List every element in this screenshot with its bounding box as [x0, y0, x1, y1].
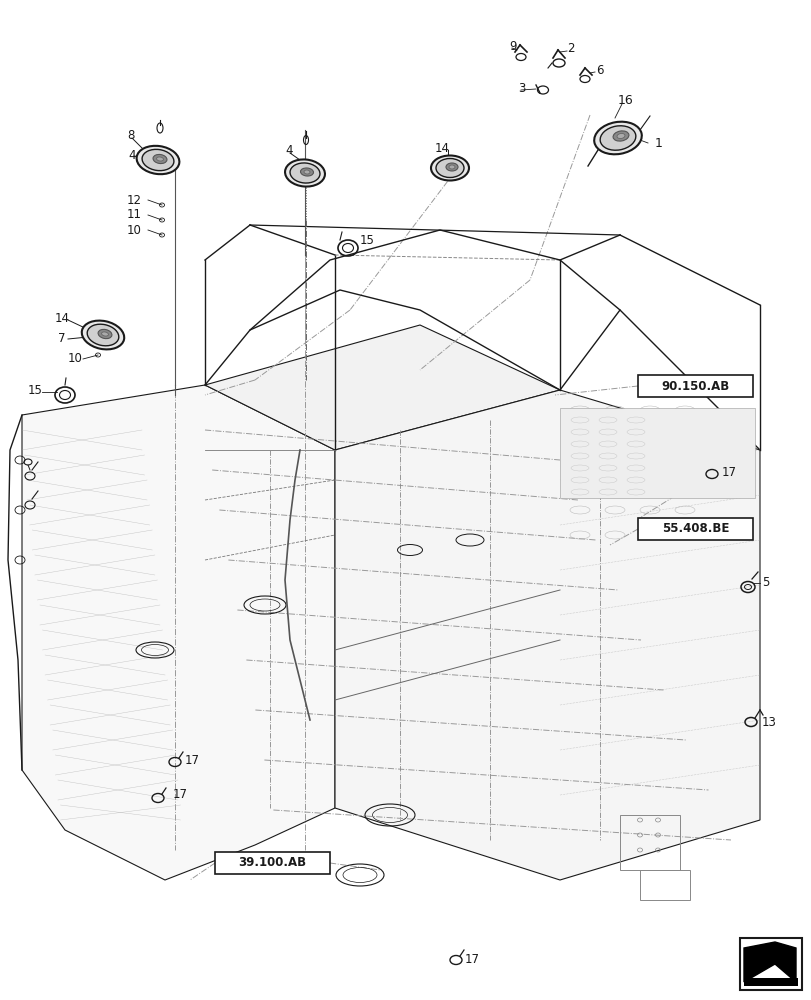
Text: 4: 4 [128, 149, 135, 162]
Ellipse shape [612, 131, 629, 141]
Ellipse shape [142, 149, 174, 171]
Ellipse shape [157, 157, 163, 161]
Ellipse shape [599, 126, 635, 150]
Bar [637, 375, 752, 397]
Ellipse shape [285, 159, 324, 187]
Text: 10: 10 [127, 224, 142, 236]
Text: 10: 10 [68, 352, 83, 364]
Text: 16: 16 [617, 94, 633, 107]
Text: 55.408.BE: 55.408.BE [661, 522, 728, 536]
Text: 3: 3 [517, 82, 525, 95]
Text: 7: 7 [58, 332, 66, 344]
Ellipse shape [82, 321, 124, 349]
Bar [743, 978, 797, 986]
Polygon shape [335, 390, 759, 880]
Bar [215, 852, 329, 874]
Ellipse shape [290, 163, 320, 183]
Ellipse shape [445, 163, 457, 171]
Text: 12: 12 [127, 194, 142, 207]
Text: 5: 5 [761, 576, 769, 588]
Ellipse shape [87, 324, 118, 346]
Ellipse shape [300, 168, 313, 176]
Text: 9: 9 [508, 40, 516, 53]
Ellipse shape [448, 165, 454, 169]
Bar [560, 408, 754, 498]
Bar [739, 938, 801, 990]
Text: 4: 4 [285, 144, 292, 157]
Ellipse shape [101, 332, 109, 336]
Text: 15: 15 [359, 233, 375, 246]
Bar [639, 870, 689, 900]
Ellipse shape [98, 329, 112, 339]
Ellipse shape [152, 154, 167, 164]
Text: 15: 15 [28, 383, 43, 396]
Polygon shape [204, 325, 560, 450]
Ellipse shape [616, 133, 624, 139]
Ellipse shape [431, 156, 469, 181]
Text: 8: 8 [127, 129, 134, 142]
Text: 90.150.AB: 90.150.AB [661, 379, 729, 392]
Polygon shape [743, 942, 795, 982]
Text: 17: 17 [721, 466, 736, 479]
Ellipse shape [436, 158, 463, 178]
Bar [620, 815, 679, 870]
Text: 13: 13 [761, 716, 776, 728]
Ellipse shape [136, 146, 179, 174]
Text: 1: 1 [654, 137, 662, 150]
Text: 17: 17 [465, 953, 479, 966]
Text: 2: 2 [566, 42, 574, 55]
Bar [637, 518, 752, 540]
Text: 14: 14 [435, 142, 449, 155]
Polygon shape [22, 385, 335, 880]
Ellipse shape [594, 122, 641, 154]
Text: 6: 6 [595, 64, 603, 77]
Text: 14: 14 [55, 312, 70, 324]
Text: 17: 17 [185, 754, 200, 766]
Text: 11: 11 [127, 209, 142, 222]
Ellipse shape [303, 170, 310, 174]
Text: 17: 17 [173, 788, 188, 801]
Text: 39.100.AB: 39.100.AB [238, 856, 307, 869]
